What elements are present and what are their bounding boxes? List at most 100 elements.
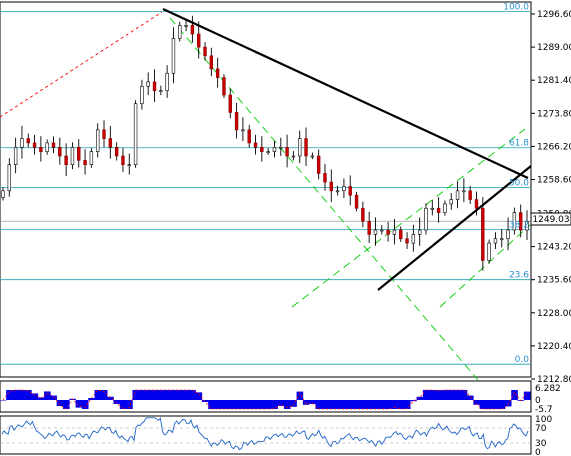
candle-body — [7, 164, 12, 192]
candle-body — [13, 146, 18, 166]
indicator1-bar — [25, 390, 32, 400]
candle-body — [26, 138, 30, 144]
candle-body — [455, 190, 460, 200]
candle-body — [108, 138, 113, 148]
candle-body — [335, 190, 340, 193]
indicator1-bar — [441, 390, 449, 400]
candle-body — [417, 229, 422, 235]
indicator1-bar — [473, 400, 480, 405]
candle-body — [215, 68, 220, 78]
indicator1-bar — [208, 400, 215, 409]
indicator1-bar — [157, 390, 165, 400]
candle-body — [298, 138, 302, 157]
candlesticks — [1, 15, 529, 271]
candle-body — [512, 212, 517, 231]
indicator1-bar — [403, 400, 411, 409]
candle-body — [140, 86, 144, 105]
candle-body — [354, 194, 359, 209]
indicator1-bar — [107, 396, 114, 400]
indicator1-bar — [233, 400, 241, 409]
candle-body — [95, 129, 100, 152]
price-tick-label: 1296.60 — [537, 10, 571, 20]
indicator1-bar — [113, 400, 121, 404]
current-price-label: 1249.03 — [532, 215, 569, 225]
candle-body — [222, 77, 226, 96]
candle-body — [462, 190, 466, 193]
indicator1-bar — [315, 400, 323, 409]
candle-body — [386, 229, 390, 235]
candle-body — [32, 142, 37, 148]
indicator1-bar — [18, 390, 26, 400]
candle-body — [203, 46, 207, 57]
candle-body — [500, 238, 504, 241]
indicator2-panel-frame — [0, 415, 532, 455]
indicator1-bar — [132, 390, 140, 400]
candle-body — [468, 190, 472, 200]
candle-body — [209, 55, 214, 70]
indicator1-bar — [309, 400, 316, 404]
indicator1-bar — [492, 400, 499, 409]
candle-body — [64, 155, 68, 166]
indicator1-bar — [271, 400, 278, 409]
indicator1-bar — [201, 400, 209, 402]
candle-body — [190, 25, 195, 35]
indicator1-bar — [435, 390, 443, 400]
fib-levels — [0, 10, 531, 365]
candle-body — [487, 242, 491, 261]
indicator1-bar — [498, 400, 506, 409]
indicator1-tick-label: -5.7 — [535, 405, 553, 415]
candle-body — [114, 146, 119, 157]
candle-body — [159, 90, 163, 92]
indicator1-bar — [359, 400, 367, 409]
candle-body — [253, 142, 258, 148]
trendlines — [162, 8, 532, 291]
candle-body — [171, 38, 176, 74]
indicator1-bar — [422, 390, 430, 400]
price-tick-label: 1289.00 — [537, 43, 571, 53]
candle-body — [380, 229, 384, 232]
candle-body — [241, 129, 245, 132]
indicator1-bar — [265, 400, 272, 409]
candle-body — [247, 129, 251, 144]
indicator1-bar — [6, 390, 13, 400]
indicator1-bar — [321, 400, 329, 409]
indicator1-bar — [50, 395, 57, 400]
indicator1-bar — [163, 390, 171, 400]
fib-level-label: 0.0 — [515, 355, 530, 365]
indicator1-bar — [151, 390, 158, 400]
indicator1-bar — [44, 391, 51, 400]
resistance-trendline — [162, 8, 529, 179]
candle-body — [165, 72, 169, 91]
fib-fan-channels — [0, 11, 531, 381]
candle-body — [77, 146, 81, 161]
candle-body — [127, 164, 131, 167]
indicator1-bar — [239, 400, 247, 409]
indicator1-bar — [511, 390, 518, 400]
indicator1-bar — [410, 400, 417, 402]
candle-body — [234, 112, 239, 131]
candle-body — [424, 207, 428, 231]
fib-channel-line-2 — [439, 224, 531, 308]
candle-body — [178, 25, 182, 39]
indicator1-bar — [328, 400, 335, 409]
candle-body — [310, 155, 315, 158]
indicator1-bar — [372, 400, 379, 409]
candle-body — [184, 25, 188, 27]
indicator1-bar — [138, 390, 146, 400]
candle-body — [39, 146, 43, 152]
price-tick-label: 1266.20 — [537, 142, 571, 152]
candle-body — [481, 207, 485, 261]
candle-body — [121, 155, 125, 166]
candle-body — [1, 190, 5, 198]
indicator1-bar — [485, 400, 493, 409]
indicator1-bar — [182, 390, 190, 400]
indicator1-bar — [145, 390, 152, 400]
candle-body — [228, 94, 232, 113]
candle-body — [20, 138, 24, 148]
candle-body — [323, 173, 327, 183]
indicator1-bar — [366, 400, 373, 409]
candle-body — [348, 186, 352, 196]
indicator1-histogram — [0, 390, 531, 409]
candle-body — [373, 229, 378, 235]
indicator1-bar — [227, 400, 234, 409]
